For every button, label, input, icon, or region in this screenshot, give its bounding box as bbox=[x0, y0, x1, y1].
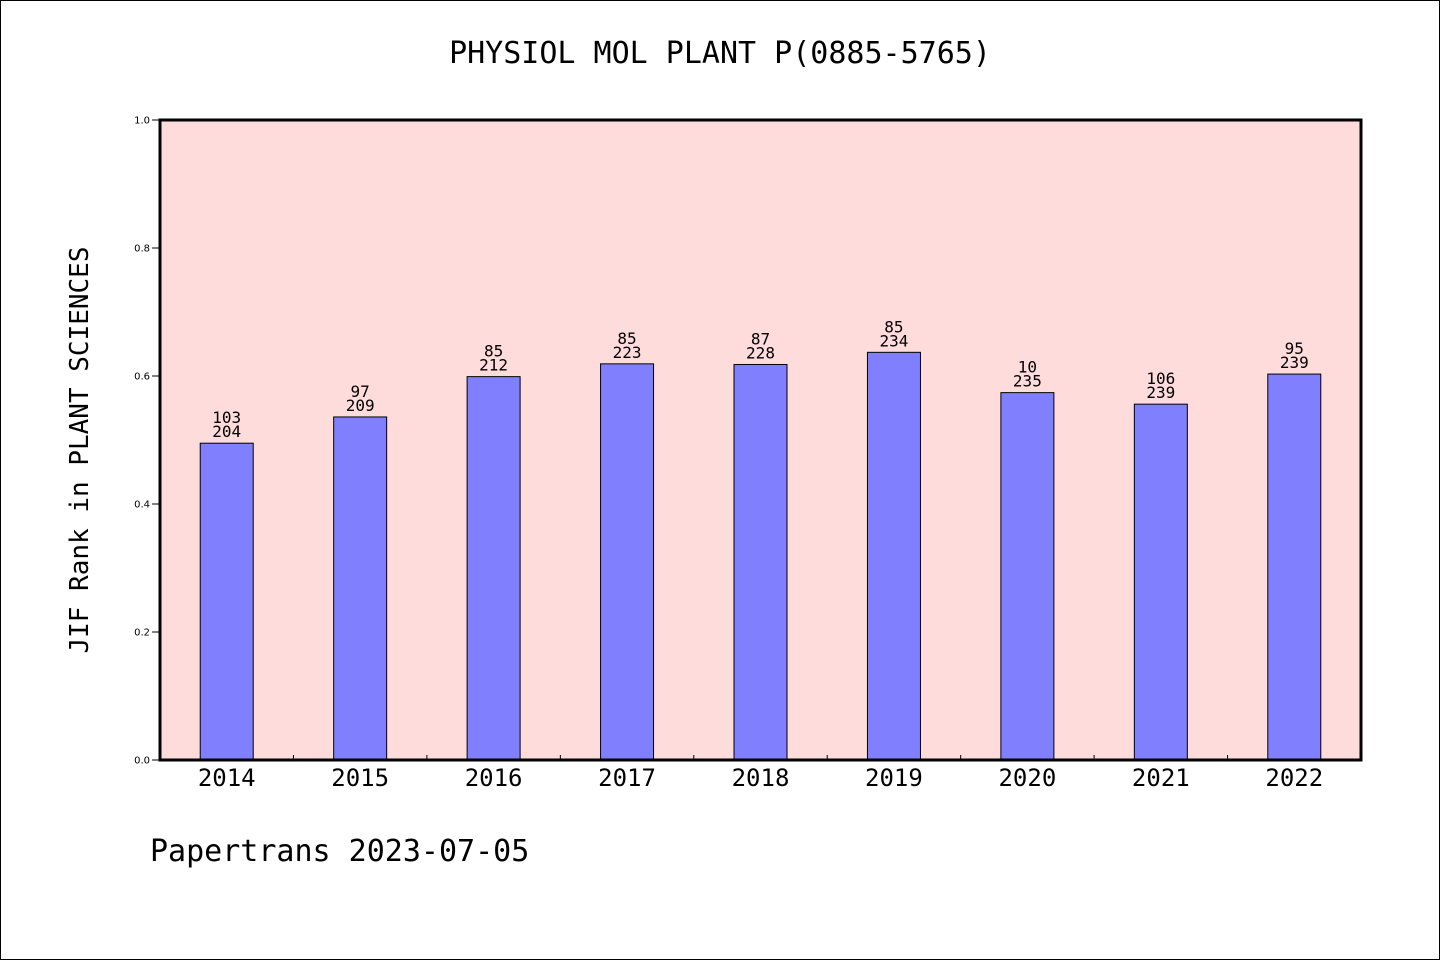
bar-label-total-2018: 228 bbox=[746, 343, 775, 362]
x-tick-label-2014: 2014 bbox=[198, 764, 256, 792]
y-tick-label: 0.0 bbox=[134, 756, 150, 767]
footer-text: Papertrans 2023-07-05 bbox=[150, 834, 530, 869]
bar-2018 bbox=[733, 363, 788, 761]
x-tick-label-2015: 2015 bbox=[331, 764, 389, 792]
bar-label-total-2014: 204 bbox=[212, 422, 241, 441]
bar-label-total-2020: 235 bbox=[1013, 372, 1042, 391]
plot-border bbox=[158, 118, 1363, 762]
y-tick-label: 0.2 bbox=[134, 628, 150, 639]
x-tick-label-2016: 2016 bbox=[465, 764, 523, 792]
chart-title: PHYSIOL MOL PLANT P(0885-5765) bbox=[449, 36, 991, 71]
bar-label-total-2022: 239 bbox=[1280, 353, 1309, 372]
y-tick-label: 0.6 bbox=[134, 372, 150, 383]
x-tick-label-2017: 2017 bbox=[598, 764, 656, 792]
bar-label-rank-2016: 85 bbox=[484, 342, 503, 361]
x-tick-label-2022: 2022 bbox=[1265, 764, 1323, 792]
x-tick-label-2018: 2018 bbox=[732, 764, 790, 792]
bar-label-rank-2022: 95 bbox=[1285, 339, 1304, 358]
bar-label-rank-2018: 87 bbox=[751, 329, 770, 348]
bar-label-total-2019: 234 bbox=[879, 331, 908, 350]
x-tick-label-2021: 2021 bbox=[1132, 764, 1190, 792]
bar-label-total-2021: 239 bbox=[1146, 383, 1175, 402]
bar-2020 bbox=[1000, 392, 1055, 761]
bar-label-rank-2014: 103 bbox=[212, 408, 241, 427]
bar-2021 bbox=[1133, 403, 1188, 761]
bar-2015 bbox=[333, 416, 388, 761]
bar-2022 bbox=[1267, 373, 1322, 761]
y-tick-label: 0.8 bbox=[134, 244, 150, 255]
bar-2017 bbox=[600, 363, 655, 761]
bar-label-total-2015: 209 bbox=[346, 396, 375, 415]
y-tick-label: 1.0 bbox=[134, 116, 150, 127]
bar-label-total-2016: 212 bbox=[479, 356, 508, 375]
bar-label-rank-2015: 97 bbox=[351, 382, 370, 401]
bar-label-rank-2019: 85 bbox=[884, 317, 903, 336]
bar-label-rank-2021: 106 bbox=[1146, 369, 1175, 388]
bar-label-rank-2020: 10 bbox=[1018, 358, 1037, 377]
bar-2016 bbox=[466, 376, 521, 761]
bar-label-total-2017: 223 bbox=[613, 343, 642, 362]
y-tick-label: 0.4 bbox=[134, 500, 150, 511]
bar-2019 bbox=[866, 351, 921, 761]
bar-2014 bbox=[199, 442, 254, 761]
x-tick-label-2019: 2019 bbox=[865, 764, 923, 792]
x-tick-label-2020: 2020 bbox=[998, 764, 1056, 792]
bar-label-rank-2017: 85 bbox=[617, 329, 636, 348]
